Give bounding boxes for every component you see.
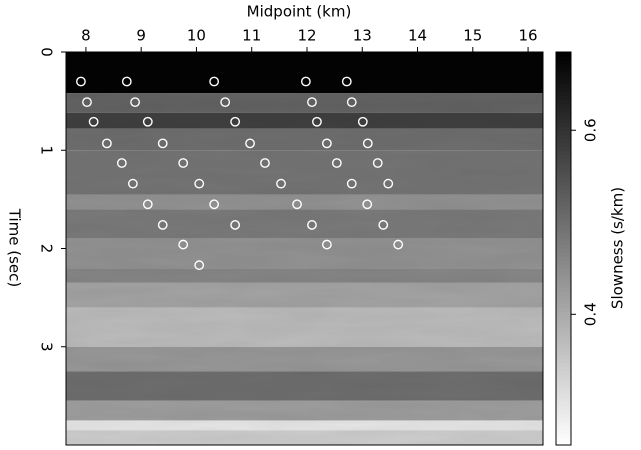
picked-point xyxy=(321,138,332,149)
picked-point xyxy=(194,178,205,189)
picked-point xyxy=(142,116,153,127)
picked-point xyxy=(209,76,220,87)
colorbar-tick-label: 0.6 xyxy=(582,118,600,142)
x-axis-label: Midpoint (km) xyxy=(247,3,352,21)
picked-point xyxy=(383,178,394,189)
picked-point xyxy=(121,76,132,87)
picked-point xyxy=(307,220,317,230)
picked-point xyxy=(260,158,270,168)
x-tick-label: 16 xyxy=(519,27,538,45)
picked-point xyxy=(276,178,286,189)
picked-point xyxy=(312,116,322,127)
picked-point xyxy=(142,199,153,210)
y-axis-label: Time (sec) xyxy=(6,208,24,287)
picked-point xyxy=(82,97,92,108)
x-tick-label: 13 xyxy=(353,27,372,45)
picked-point xyxy=(157,220,168,230)
colorbar-frame xyxy=(555,51,572,446)
picked-point xyxy=(230,116,241,127)
picked-point xyxy=(341,76,352,87)
picked-point xyxy=(127,178,138,189)
picked-point xyxy=(230,220,241,230)
x-tick-label: 15 xyxy=(463,27,482,45)
picked-point xyxy=(372,158,383,168)
colorbar xyxy=(556,52,571,446)
picked-point xyxy=(393,239,404,250)
picked-point xyxy=(130,97,140,108)
picked-point xyxy=(209,199,220,210)
x-tick-label: 12 xyxy=(297,27,316,45)
texture xyxy=(66,52,543,445)
picked-point xyxy=(76,76,86,87)
colorbar-label: Slowness (s/km) xyxy=(609,187,627,309)
picked-point xyxy=(194,260,205,271)
picked-point xyxy=(378,220,389,230)
picked-point xyxy=(88,116,99,127)
x-tick-label: 14 xyxy=(408,27,427,45)
x-tick-label: 8 xyxy=(81,27,91,45)
colorbar-tick-label: 0.4 xyxy=(582,302,600,326)
picked-point xyxy=(321,239,332,250)
picked-point xyxy=(102,138,112,149)
picked-point xyxy=(300,76,311,87)
x-tick-label: 9 xyxy=(136,27,146,45)
x-tick-label: 11 xyxy=(242,27,261,45)
picked-point xyxy=(157,138,168,149)
picked-point xyxy=(116,158,127,168)
y-tick-label: 0 xyxy=(38,47,56,57)
picked-point xyxy=(292,199,302,210)
x-tick-label: 10 xyxy=(187,27,206,45)
picked-point xyxy=(220,97,231,108)
y-tick-label: 2 xyxy=(38,244,56,254)
picked-point xyxy=(362,199,373,210)
picked-point xyxy=(346,97,357,108)
picked-point xyxy=(362,138,373,149)
picked-point xyxy=(178,158,189,168)
y-tick-label: 3 xyxy=(38,342,56,352)
picked-point xyxy=(331,158,342,168)
picked-point xyxy=(178,239,189,250)
picked-point xyxy=(346,178,357,189)
y-tick-label: 1 xyxy=(38,145,56,155)
picked-point xyxy=(245,138,255,149)
picked-point xyxy=(307,97,317,108)
picked-point xyxy=(357,116,368,127)
